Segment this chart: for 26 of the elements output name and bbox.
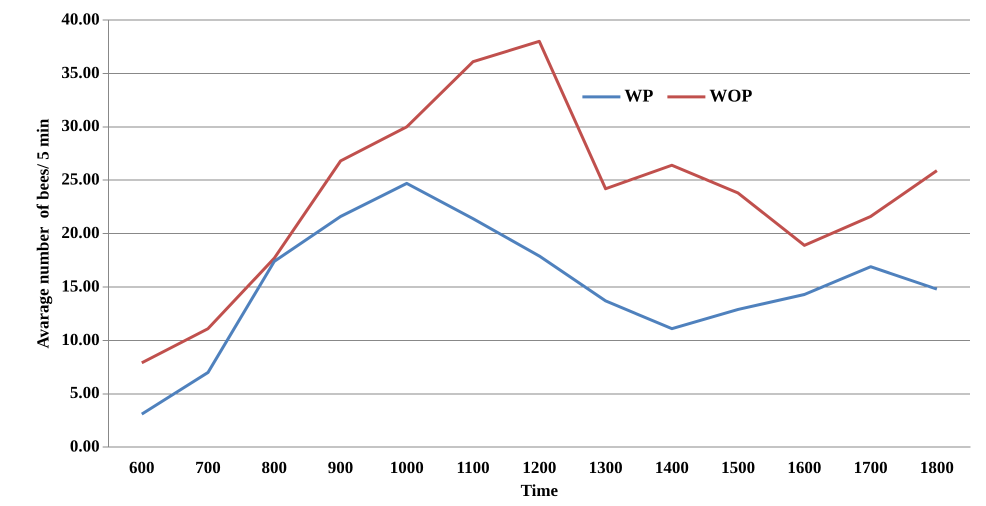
y-tick-label: 10.00 — [61, 330, 100, 349]
y-tick-label: 0.00 — [70, 436, 100, 456]
x-tick-label: 1700 — [854, 458, 888, 477]
legend-label: WOP — [709, 86, 752, 106]
x-tick-label: 1300 — [588, 458, 623, 477]
x-tick-label: 700 — [195, 458, 221, 477]
x-tick-label: 1500 — [721, 458, 756, 477]
y-tick-label: 35.00 — [61, 62, 100, 82]
x-tick-label: 800 — [262, 458, 288, 477]
x-tick-label: 1100 — [456, 458, 490, 477]
x-tick-label: 1400 — [654, 458, 689, 477]
y-tick-label: 5.00 — [70, 383, 100, 402]
y-tick-label: 15.00 — [61, 276, 100, 296]
x-axis-title: Time — [520, 481, 559, 500]
x-tick-label: 600 — [129, 458, 155, 477]
legend-label: WP — [624, 86, 654, 106]
x-tick-label: 1600 — [787, 458, 822, 477]
y-tick-label: 30.00 — [61, 116, 100, 136]
y-axis-title: Avarage number of bees/ 5 min — [34, 118, 53, 349]
x-tick-label: 900 — [328, 458, 354, 477]
x-tick-label: 1800 — [920, 458, 954, 477]
y-tick-label: 40.00 — [61, 9, 100, 28]
x-tick-label: 1000 — [390, 458, 424, 477]
x-tick-label: 1200 — [522, 458, 556, 477]
y-tick-label: 25.00 — [61, 170, 100, 189]
y-tick-label: 20.00 — [61, 222, 100, 242]
